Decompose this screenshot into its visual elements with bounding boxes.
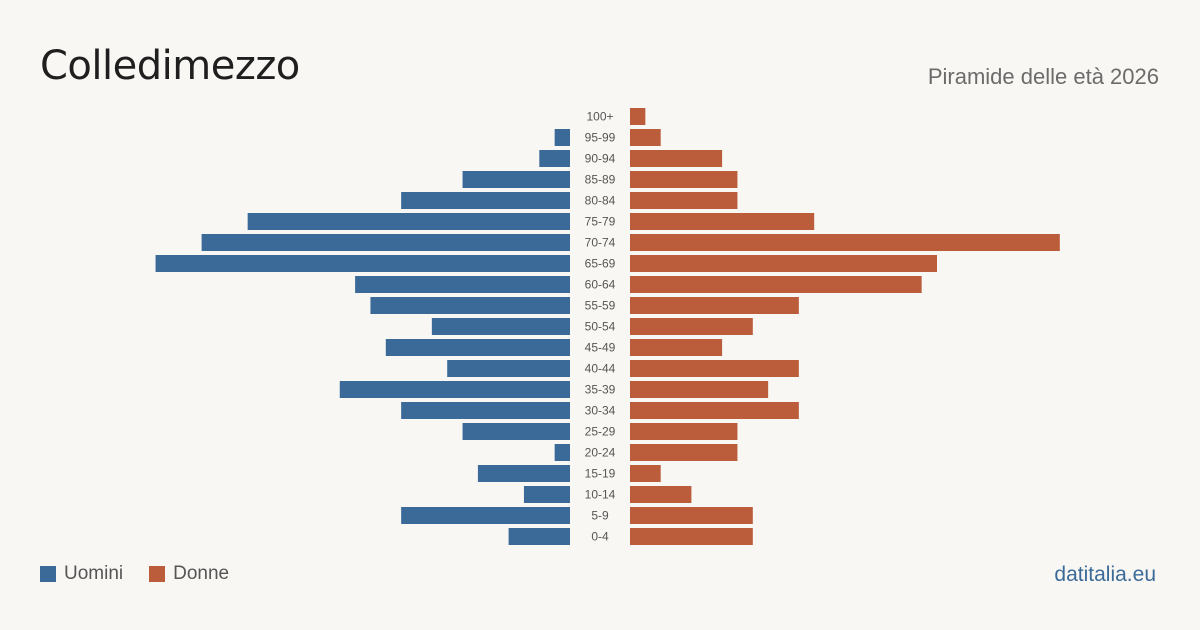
legend-item-women: Donne bbox=[149, 563, 229, 585]
bar-women-85-89 bbox=[630, 171, 738, 188]
men-bars-group bbox=[155, 129, 571, 545]
age-label-50-54: 50-54 bbox=[585, 320, 616, 334]
legend-swatch-men bbox=[40, 566, 56, 582]
site-link[interactable]: datitalia.eu bbox=[1054, 563, 1156, 586]
bar-men-55-59 bbox=[370, 297, 570, 314]
bar-women-70-74 bbox=[630, 234, 1060, 251]
legend-label-men: Uomini bbox=[64, 563, 124, 584]
bar-women-95-99 bbox=[630, 129, 661, 146]
age-label-70-74: 70-74 bbox=[585, 236, 616, 250]
age-label-80-84: 80-84 bbox=[585, 194, 616, 208]
bar-women-45-49 bbox=[630, 339, 723, 356]
bar-women-60-64 bbox=[630, 276, 922, 293]
age-label-95-99: 95-99 bbox=[585, 131, 616, 145]
bar-women-50-54 bbox=[630, 318, 753, 335]
age-label-30-34: 30-34 bbox=[585, 404, 616, 418]
bar-men-35-39 bbox=[339, 381, 570, 398]
bar-women-15-19 bbox=[630, 465, 661, 482]
bar-men-50-54 bbox=[431, 318, 570, 335]
age-labels-group: 100+ 95-99 90-94 85-89 80-84 75-79 70-74 65-69 6… bbox=[585, 110, 616, 544]
age-label-5-9: 5-9 bbox=[591, 509, 609, 523]
bar-men-0-4 bbox=[508, 528, 570, 545]
age-label-65-69: 65-69 bbox=[585, 257, 616, 271]
age-label-55-59: 55-59 bbox=[585, 299, 616, 313]
bar-men-40-44 bbox=[447, 360, 570, 377]
bar-women-20-24 bbox=[630, 444, 738, 461]
bar-men-60-64 bbox=[355, 276, 570, 293]
bar-men-45-49 bbox=[385, 339, 570, 356]
bar-women-35-39 bbox=[630, 381, 769, 398]
bar-men-5-9 bbox=[401, 507, 570, 524]
age-label-60-64: 60-64 bbox=[585, 278, 616, 292]
age-label-85-89: 85-89 bbox=[585, 173, 616, 187]
age-label-45-49: 45-49 bbox=[585, 341, 616, 355]
legend-item-men: Uomini bbox=[40, 563, 123, 585]
bar-women-55-59 bbox=[630, 297, 799, 314]
bar-men-70-74 bbox=[201, 234, 570, 251]
legend-label-women: Donne bbox=[173, 563, 230, 584]
bar-men-20-24 bbox=[554, 444, 570, 461]
bar-women-75-79 bbox=[630, 213, 815, 230]
age-label-40-44: 40-44 bbox=[585, 362, 616, 376]
bar-men-30-34 bbox=[401, 402, 570, 419]
chart-title: Colledimezzo bbox=[40, 43, 300, 89]
bar-women-80-84 bbox=[630, 192, 738, 209]
bar-men-85-89 bbox=[462, 171, 570, 188]
age-label-20-24: 20-24 bbox=[585, 446, 616, 460]
age-label-90-94: 90-94 bbox=[585, 152, 616, 166]
bar-women-65-69 bbox=[630, 255, 937, 272]
bar-women-30-34 bbox=[630, 402, 799, 419]
legend-swatch-women bbox=[149, 566, 166, 582]
bar-women-10-14 bbox=[630, 486, 692, 503]
bar-men-75-79 bbox=[247, 213, 570, 230]
age-label-100+: 100+ bbox=[586, 110, 613, 124]
age-label-15-19: 15-19 bbox=[585, 467, 616, 481]
bar-women-5-9 bbox=[630, 507, 753, 524]
age-label-0-4: 0-4 bbox=[591, 530, 609, 544]
age-label-10-14: 10-14 bbox=[585, 488, 616, 502]
age-label-75-79: 75-79 bbox=[585, 215, 616, 229]
bar-men-15-19 bbox=[477, 465, 570, 482]
bar-women-100+ bbox=[630, 108, 646, 125]
bar-men-65-69 bbox=[155, 255, 571, 272]
bar-women-90-94 bbox=[630, 150, 723, 167]
bar-men-80-84 bbox=[401, 192, 570, 209]
bar-women-25-29 bbox=[630, 423, 738, 440]
age-label-35-39: 35-39 bbox=[585, 383, 616, 397]
bar-women-40-44 bbox=[630, 360, 799, 377]
bar-men-95-99 bbox=[554, 129, 570, 146]
bar-men-25-29 bbox=[462, 423, 570, 440]
chart-subtitle: Piramide delle età 2026 bbox=[927, 64, 1159, 89]
bar-men-90-94 bbox=[539, 150, 570, 167]
bar-women-0-4 bbox=[630, 528, 753, 545]
women-bars-group bbox=[630, 108, 1060, 545]
legend: Uomini Donne bbox=[40, 563, 255, 585]
bar-men-10-14 bbox=[523, 486, 570, 503]
age-label-25-29: 25-29 bbox=[585, 425, 616, 439]
